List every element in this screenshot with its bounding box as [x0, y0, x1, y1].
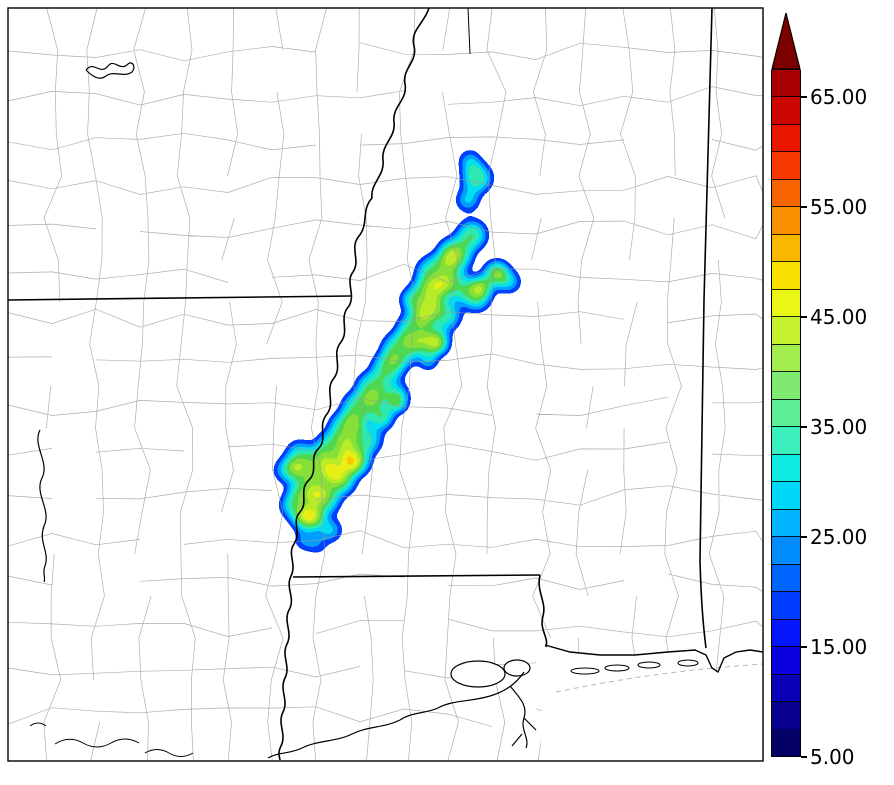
- arkansas-river-squiggle: [85, 62, 135, 79]
- colorbar-tick-label: 35.00: [810, 415, 868, 439]
- colorbar-segment: [772, 426, 800, 454]
- mississippi-delta: [509, 685, 537, 749]
- lake-borgne: [503, 659, 531, 677]
- colorbar-tick-mark: [801, 756, 807, 758]
- offshore-boundary-dashed: [555, 663, 763, 693]
- radar-reflectivity-field: [277, 153, 518, 551]
- gulf-water: [540, 645, 763, 761]
- colorbar-segment: [772, 123, 800, 151]
- colorbar-segment: [772, 508, 800, 536]
- colorbar-bar: [771, 68, 801, 757]
- colorbar-segment: [772, 673, 800, 701]
- marsh-shoreline: [29, 722, 194, 757]
- colorbar-tick-mark: [801, 316, 807, 318]
- mississippi-river-border: [278, 8, 430, 761]
- colorbar-segment: [772, 178, 800, 206]
- colorbar-tick-label: 65.00: [810, 85, 868, 109]
- colorbar-segment: [772, 646, 800, 674]
- colorbar-segment: [772, 371, 800, 399]
- colorbar-tick-mark: [801, 646, 807, 648]
- colorbar-segment: [772, 206, 800, 234]
- colorbar-overflow-arrow: [771, 12, 801, 70]
- colorbar-segment: [772, 591, 800, 619]
- colorbar-segment: [772, 398, 800, 426]
- colorbar-segment: [772, 481, 800, 509]
- colorbar-tick-label: 25.00: [810, 525, 868, 549]
- colorbar-tick-label: 15.00: [810, 635, 868, 659]
- gulf-coastline: [544, 644, 763, 674]
- ouachita-river: [37, 429, 47, 583]
- colorbar-segment: [772, 316, 800, 344]
- lake-pontchartrain: [450, 660, 506, 688]
- colorbar-segment: [772, 96, 800, 124]
- colorbar-tick-label: 5.00: [810, 745, 855, 769]
- water-and-coast: [29, 644, 763, 761]
- barrier-island: [677, 659, 699, 667]
- colorbar-tick-label: 55.00: [810, 195, 868, 219]
- colorbar-segment: [772, 288, 800, 316]
- colorbar-segment: [772, 536, 800, 564]
- colorbar-segment: [772, 728, 800, 756]
- colorbar-segment: [772, 261, 800, 289]
- state-border-pearl-river: [538, 574, 548, 648]
- louisiana-coast: [267, 671, 525, 759]
- colorbar-tick-label: 45.00: [810, 305, 868, 329]
- barrier-island: [570, 667, 600, 675]
- colorbar-segment: [772, 701, 800, 729]
- state-borders: [8, 8, 713, 761]
- state-border-ms-al: [699, 8, 713, 649]
- colorbar-segment: [772, 618, 800, 646]
- colorbar-segment: [772, 343, 800, 371]
- state-border-ar-la: [8, 295, 352, 301]
- colorbar-tick-mark: [801, 206, 807, 208]
- colorbar-segment: [772, 68, 800, 96]
- colorbar-tick-mark: [801, 536, 807, 538]
- map-frame: [7, 7, 764, 762]
- barrier-island: [637, 661, 661, 669]
- colorbar-segment: [772, 563, 800, 591]
- state-border-tn-ms: [467, 8, 471, 55]
- colorbar-segment: [772, 233, 800, 261]
- barrier-island: [604, 664, 630, 672]
- colorbar-tick-mark: [801, 426, 807, 428]
- colorbar-segment: [772, 453, 800, 481]
- colorbar-tick-mark: [801, 96, 807, 98]
- colorbar-segment: [772, 151, 800, 179]
- state-border-ms-la-south: [292, 574, 541, 578]
